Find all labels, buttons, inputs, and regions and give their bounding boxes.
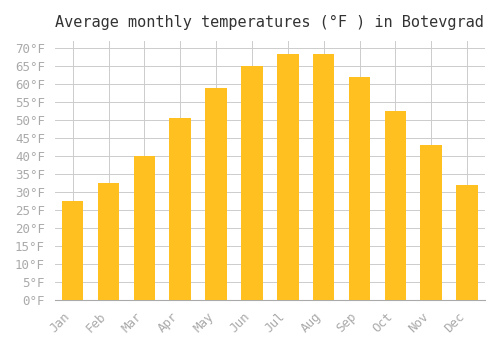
Bar <box>456 185 478 300</box>
Title: Average monthly temperatures (°F ) in Botevgrad: Average monthly temperatures (°F ) in Bo… <box>56 15 484 30</box>
Bar <box>134 156 155 300</box>
Bar <box>98 183 120 300</box>
Bar <box>62 201 84 300</box>
Bar <box>277 54 298 300</box>
Bar <box>420 145 442 300</box>
Bar <box>170 118 191 300</box>
Bar <box>384 111 406 300</box>
Bar <box>241 66 262 300</box>
Bar <box>348 77 370 300</box>
Bar <box>313 54 334 300</box>
Bar <box>206 88 227 300</box>
